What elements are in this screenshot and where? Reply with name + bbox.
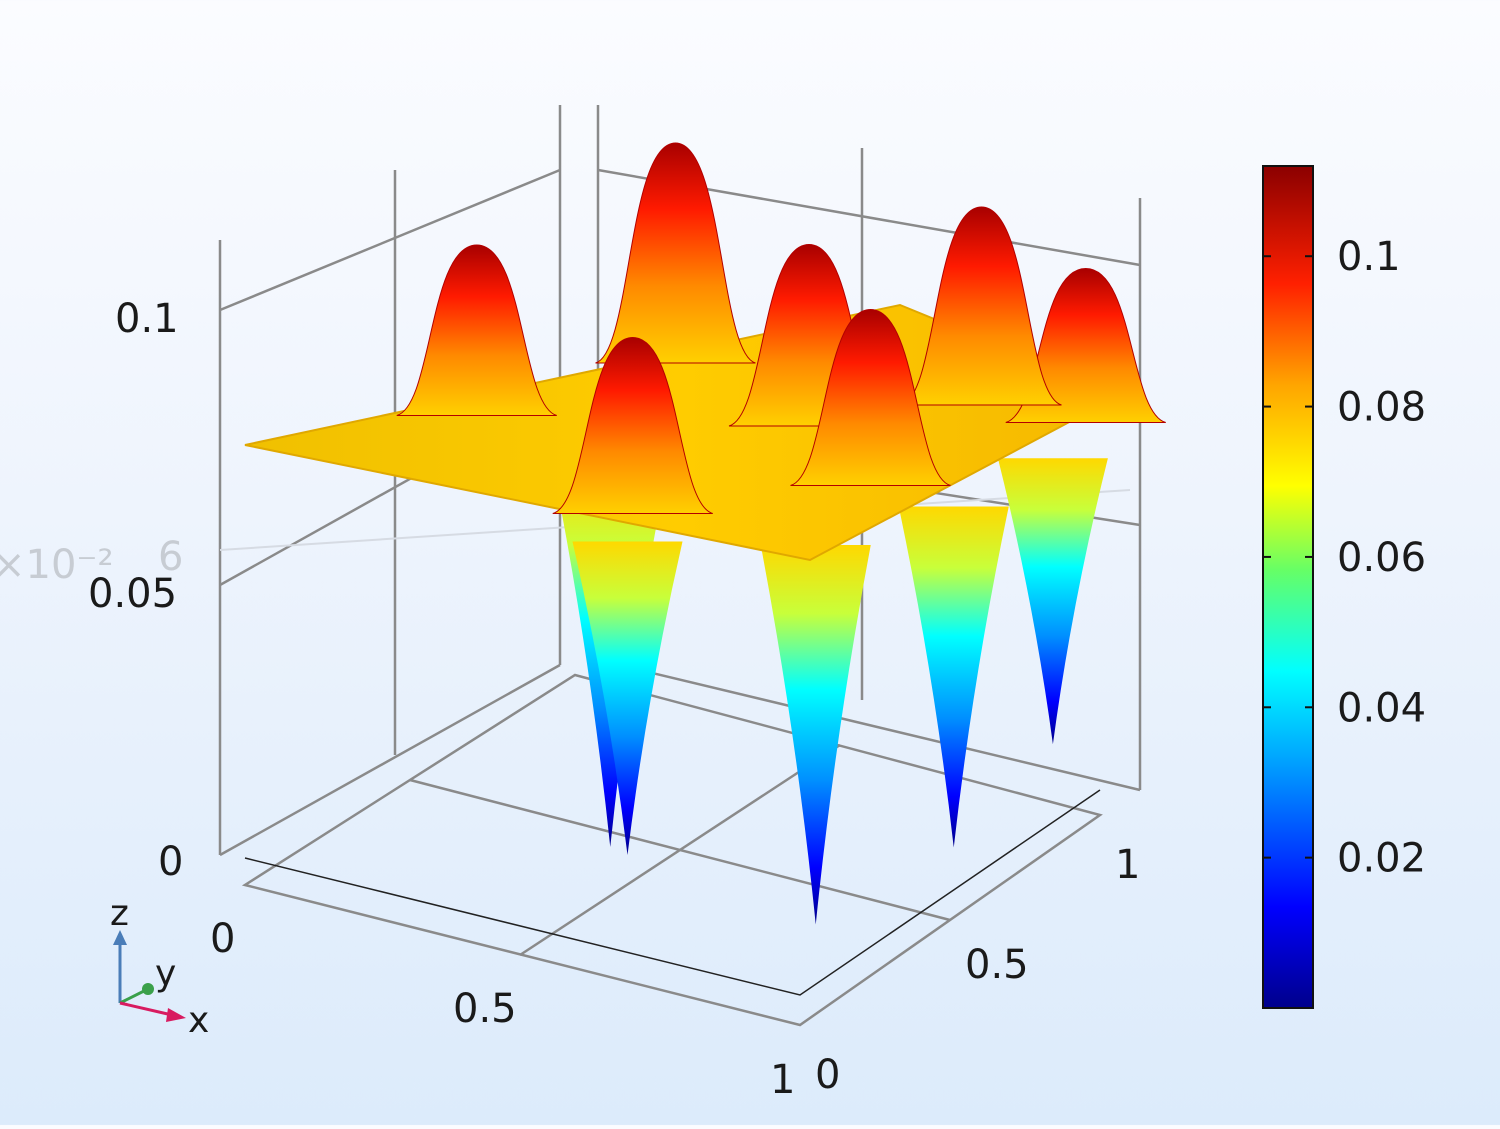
y-axis-ticks: 0 0.5 1	[815, 842, 1140, 1098]
surface-peak	[595, 142, 756, 364]
y-indicator-dot	[142, 983, 154, 995]
colorbar: 0.02 0.04 0.06 0.08 0.1	[1262, 165, 1426, 1009]
surface-wells	[555, 458, 1108, 925]
colorbar-tick-label: 0.08	[1337, 385, 1426, 431]
surface-well	[898, 506, 1009, 848]
colorbar-tick-label: 0.06	[1337, 535, 1426, 581]
y-indicator-label: y	[155, 953, 176, 994]
z-tick-label: 0.05	[88, 571, 177, 617]
ghost-tick-label: 6	[158, 534, 183, 580]
floor-front-edge	[244, 789, 1101, 996]
x-tick-label: 1	[770, 1057, 795, 1103]
x-indicator-label: x	[188, 1000, 209, 1041]
surface-peak	[396, 244, 557, 416]
colorbar-tick-label: 0.1	[1337, 234, 1401, 280]
surface-peak	[552, 336, 713, 514]
x-tick-label: 0.5	[453, 986, 517, 1032]
colorbar-ticks: 0.02 0.04 0.06 0.08 0.1	[1263, 234, 1426, 882]
z-indicator-label: z	[110, 893, 129, 934]
surface-peak	[901, 206, 1062, 406]
colorbar-tick-label: 0.02	[1337, 836, 1426, 882]
axis-orientation-indicator: z y x	[110, 893, 209, 1041]
z-tick-label: 0.1	[115, 296, 179, 342]
x-tick-label: 0	[210, 916, 235, 962]
colorbar-tick-label: 0.04	[1337, 685, 1426, 731]
z-indicator-arrowhead	[113, 930, 127, 945]
back-grid-z0	[597, 658, 1141, 792]
floor-grid-y	[409, 778, 951, 922]
x-indicator-arrow	[119, 1001, 173, 1017]
surface-peaks	[396, 142, 1166, 514]
y-tick-label: 0.5	[965, 942, 1029, 988]
surface-peak	[790, 308, 951, 486]
colorbar-gradient	[1262, 165, 1314, 1009]
z-axis-ticks: 0.1 0.05 0 ×10⁻² 6	[0, 296, 183, 885]
floor-outline	[241, 673, 1103, 1027]
y-tick-label: 0	[815, 1052, 840, 1098]
ghost-multiplier: ×10⁻²	[0, 542, 114, 588]
x-indicator-arrowhead	[166, 1008, 186, 1022]
x-axis-ticks: 0 0.5 1	[210, 916, 795, 1103]
surface-well	[572, 541, 683, 855]
z-tick-label: 0	[158, 839, 183, 885]
y-tick-label: 1	[1115, 842, 1140, 888]
surface-well	[997, 458, 1108, 745]
left-grid-z01	[219, 168, 561, 312]
left-grid-z0	[219, 663, 561, 857]
surface-well	[760, 545, 871, 925]
